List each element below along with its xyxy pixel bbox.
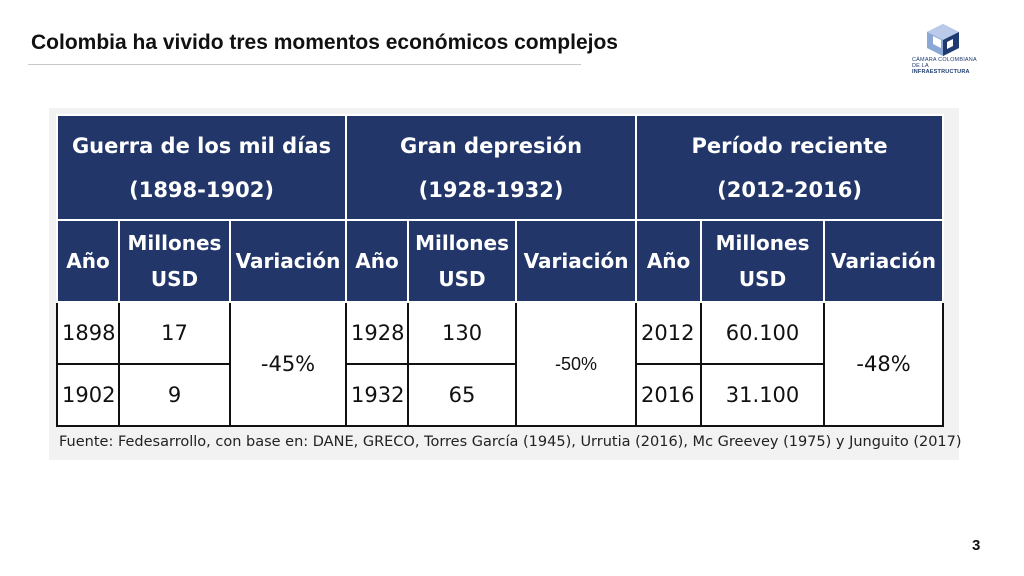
column-header-variation: Variación — [515, 219, 638, 303]
page-number: 3 — [972, 537, 981, 554]
economic-moments-table-image: Guerra de los mil días (1898-1902) Gran … — [49, 108, 962, 460]
year-cell: 2016 — [635, 363, 703, 427]
variation-cell: -48% — [823, 301, 945, 427]
millions-cell: 17 — [118, 301, 231, 365]
slide-title: Colombia ha vivido tres momentos económi… — [31, 31, 618, 54]
period-header-1: Guerra de los mil días (1898-1902) — [55, 114, 348, 221]
title-divider — [28, 64, 581, 65]
column-header-millions: Millones USD — [407, 219, 518, 303]
camara-colombiana-logo: CÁMARA COLOMBIANA DE LA INFRAESTRUCTURA — [910, 22, 982, 75]
logo-line-2: DE LA INFRAESTRUCTURA — [912, 63, 970, 75]
variation-cell: -45% — [228, 301, 348, 427]
millions-cell: 65 — [407, 363, 518, 427]
year-cell: 2012 — [635, 301, 703, 365]
column-header-millions: Millones USD — [700, 219, 826, 303]
millions-cell: 31.100 — [700, 363, 826, 427]
table-row: 1902 9 1932 65 2016 31.100 — [56, 363, 943, 427]
column-header-year: Año — [345, 219, 410, 303]
column-header-year: Año — [56, 219, 120, 303]
variation-cell: -50% — [515, 301, 638, 427]
economic-moments-table: Guerra de los mil días (1898-1902) Gran … — [55, 114, 945, 427]
year-cell: 1902 — [56, 363, 120, 427]
column-header-variation: Variación — [823, 219, 945, 303]
year-cell: 1928 — [345, 301, 410, 365]
year-cell: 1932 — [345, 363, 410, 427]
period-header-3: Período reciente (2012-2016) — [635, 114, 945, 221]
millions-cell: 60.100 — [700, 301, 826, 365]
column-header-variation: Variación — [228, 219, 348, 303]
source-note: Fuente: Fedesarrollo, con base en: DANE,… — [59, 434, 962, 450]
column-header-year: Año — [635, 219, 703, 303]
table-row: 1898 17 -45% 1928 130 -50% 2012 60.100 -… — [56, 301, 945, 427]
logo-cube-icon — [927, 24, 959, 56]
logo-line-1: CÁMARA COLOMBIANA — [912, 57, 977, 63]
millions-cell: 9 — [118, 363, 231, 427]
column-header-millions: Millones USD — [118, 219, 231, 303]
period-header-2: Gran depresión (1928-1932) — [345, 114, 638, 221]
logo-text: CÁMARA COLOMBIANA DE LA INFRAESTRUCTURA — [912, 57, 982, 75]
year-cell: 1898 — [56, 301, 120, 365]
millions-cell: 130 — [407, 301, 518, 365]
